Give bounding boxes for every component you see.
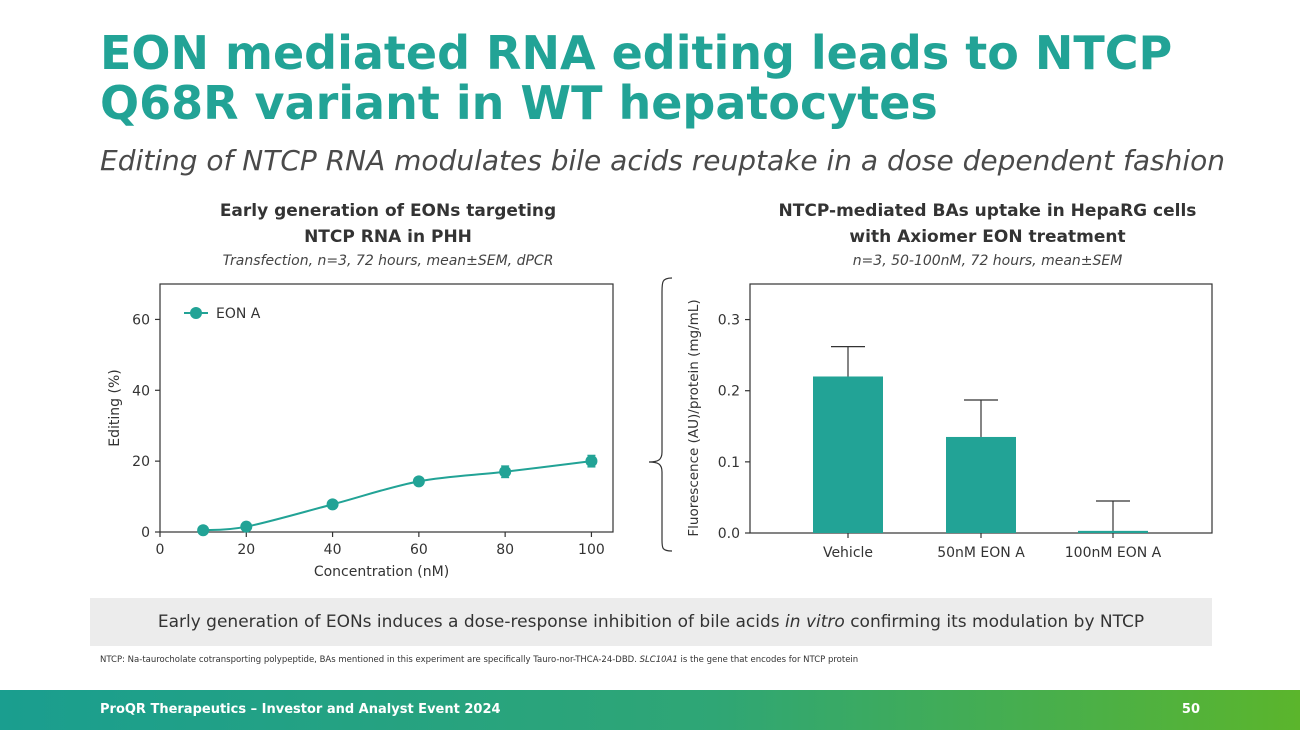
slide-title: EON mediated RNA editing leads to NTCP Q… (100, 26, 1173, 130)
x-tick-label: 40 (324, 542, 342, 558)
bar-chart-y-axis-label: Fluorescence (AU)/protein (mg/mL) (686, 299, 702, 536)
x-tick-label: 80 (496, 542, 514, 558)
data-point (412, 475, 425, 488)
right-chart-title-line1: NTCP-mediated BAs uptake in HepaRG cells (778, 201, 1197, 221)
x-tick-label: 0 (156, 542, 165, 558)
fit-curve (203, 460, 592, 532)
data-point (585, 455, 598, 468)
x-tick-label: 100 (578, 542, 605, 558)
y-tick-label: 20 (132, 454, 150, 470)
y-tick-label: 0.2 (718, 384, 740, 400)
category-label: 100nM EON A (1065, 545, 1162, 561)
line-chart-x-axis-label: Concentration (nM) (314, 564, 449, 580)
y-tick-label: 60 (132, 312, 150, 328)
footnote-text-end: is the gene that encodes for NTCP protei… (677, 655, 859, 665)
conclusion-text-start: Early generation of EONs induces a dose-… (157, 612, 786, 632)
footer-bar: ProQR Therapeutics – Investor and Analys… (0, 690, 1300, 730)
line-chart-y-axis-label: Editing (%) (107, 369, 123, 446)
x-tick-label: 60 (410, 542, 428, 558)
y-tick-label: 0.1 (718, 455, 740, 471)
right-chart-title-line2: with Axiomer EON treatment (849, 227, 1126, 247)
bracket-connector (648, 277, 673, 552)
bar (946, 436, 1016, 533)
line-chart-legend: EON A (184, 306, 261, 322)
legend-label: EON A (216, 306, 261, 322)
slide-subtitle: Editing of NTCP RNA modulates bile acids… (100, 144, 1225, 177)
data-point (499, 465, 512, 478)
bar (1078, 530, 1148, 533)
y-tick-label: 0.3 (718, 313, 740, 329)
left-chart-method: Transfection, n=3, 72 hours, mean±SEM, d… (222, 253, 554, 269)
x-tick-label: 20 (237, 542, 255, 558)
data-point (240, 520, 253, 533)
bar (813, 376, 883, 533)
right-chart-method: n=3, 50-100nM, 72 hours, mean±SEM (852, 253, 1123, 269)
footer-text: ProQR Therapeutics – Investor and Analys… (100, 702, 501, 717)
left-chart-title-line2: NTCP RNA in PHH (304, 227, 472, 247)
right-chart-header: NTCP-mediated BAs uptake in HepaRG cells… (760, 198, 1215, 272)
conclusion-banner: Early generation of EONs induces a dose-… (90, 598, 1212, 646)
category-label: 50nM EON A (937, 545, 1025, 561)
footnote-gene-name: SLC10A1 (639, 655, 678, 665)
footnote: NTCP: Na-taurocholate cotransporting pol… (100, 654, 1200, 666)
legend-marker (190, 307, 202, 319)
footnote-text-start: NTCP: Na-taurocholate cotransporting pol… (100, 655, 640, 665)
uptake-bar-chart: 0.0 0.1 0.2 0.3 Vehicle 50nM EON A 100nM EON … (686, 283, 1213, 561)
left-chart-header: Early generation of EONs targeting NTCP … (178, 198, 598, 272)
left-chart-title-line1: Early generation of EONs targeting (219, 201, 557, 221)
conclusion-text-italic: in vitro (785, 612, 845, 632)
data-point (326, 498, 339, 511)
y-tick-label: 0 (141, 525, 150, 541)
line-chart-frame (159, 283, 614, 533)
conclusion-text-end: confirming its modulation by NTCP (844, 612, 1145, 632)
y-tick-label: 40 (132, 383, 150, 399)
y-tick-label: 0.0 (718, 526, 740, 542)
charts-canvas: 0 20 40 60 80 100 0 20 40 60 EON A Concentration … (107, 277, 1213, 580)
editing-line-chart: 0 20 40 60 80 100 0 20 40 60 EON A Concentration … (107, 283, 614, 580)
data-point (197, 524, 210, 537)
page-number: 50 (1181, 702, 1200, 717)
category-label: Vehicle (823, 545, 873, 561)
